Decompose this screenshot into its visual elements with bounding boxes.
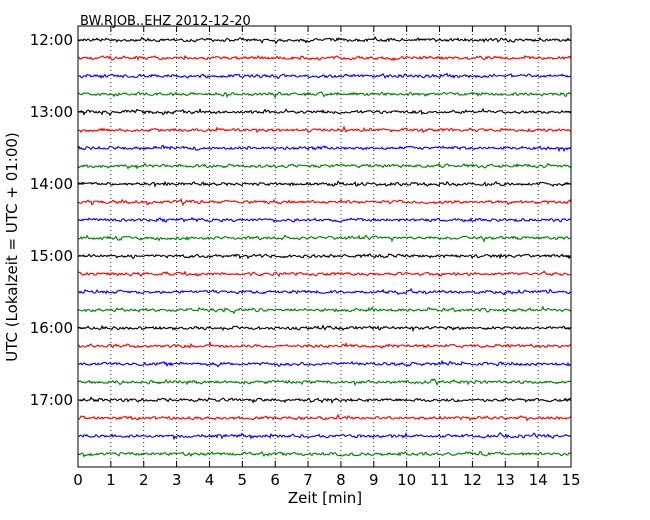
y-tick-label-1: 13:00 bbox=[30, 103, 73, 121]
x-tick-label-2: 2 bbox=[139, 471, 149, 489]
y-tick-label-3: 15:00 bbox=[30, 247, 73, 265]
y-tick-label-2: 14:00 bbox=[30, 175, 73, 193]
x-tick-label-14: 14 bbox=[529, 471, 548, 489]
x-tick-label-12: 12 bbox=[463, 471, 482, 489]
x-tick-label-15: 15 bbox=[561, 471, 580, 489]
x-tick-label-7: 7 bbox=[303, 471, 313, 489]
x-tick-label-5: 5 bbox=[238, 471, 248, 489]
trace-1215 bbox=[77, 54, 572, 62]
trace-1500 bbox=[77, 253, 572, 260]
chart-title: BW.RJOB..EHZ 2012-12-20 bbox=[80, 14, 251, 29]
trace-1600 bbox=[77, 324, 572, 333]
trace-1745 bbox=[77, 450, 572, 458]
trace-1400 bbox=[77, 180, 572, 188]
x-tick-label-9: 9 bbox=[369, 471, 379, 489]
x-axis-label: Zeit [min] bbox=[288, 489, 362, 507]
x-axis: 0 1 2 3 4 5 6 7 8 9 10 11 12 13 14 15 bbox=[73, 26, 581, 489]
trace-1730 bbox=[77, 431, 572, 441]
trace-1545 bbox=[77, 305, 572, 315]
trace-1700 bbox=[77, 396, 572, 405]
trace-1315 bbox=[77, 125, 572, 134]
x-tick-label-3: 3 bbox=[172, 471, 182, 489]
trace-1200 bbox=[77, 35, 572, 45]
trace-1330 bbox=[77, 144, 572, 153]
y-tick-label-4: 16:00 bbox=[30, 319, 73, 337]
x-tick-label-1: 1 bbox=[106, 471, 116, 489]
y-tick-label-5: 17:00 bbox=[30, 391, 73, 409]
trace-1430 bbox=[77, 216, 572, 223]
y-axis-label: UTC (Lokalzeit = UTC + 01:00) bbox=[3, 132, 21, 362]
trace-1715 bbox=[77, 413, 572, 422]
trace-1645 bbox=[77, 378, 572, 387]
x-tick-label-6: 6 bbox=[270, 471, 280, 489]
trace-1415 bbox=[77, 197, 572, 207]
trace-1630 bbox=[77, 359, 572, 368]
grid-lines bbox=[110, 26, 539, 467]
y-axis: 12:00 13:00 14:00 15:00 16:00 17:00 bbox=[30, 31, 571, 409]
trace-1230 bbox=[77, 72, 572, 80]
x-tick-label-11: 11 bbox=[430, 471, 449, 489]
plot-frame bbox=[77, 25, 572, 468]
x-tick-label-8: 8 bbox=[336, 471, 346, 489]
trace-1345 bbox=[77, 162, 572, 170]
trace-1245 bbox=[77, 91, 572, 99]
trace-1515 bbox=[77, 270, 572, 278]
x-tick-label-10: 10 bbox=[397, 471, 416, 489]
x-tick-label-0: 0 bbox=[73, 471, 83, 489]
trace-1615 bbox=[77, 341, 572, 350]
y-tick-label-0: 12:00 bbox=[30, 31, 73, 49]
seismic-traces bbox=[77, 35, 572, 458]
x-tick-label-13: 13 bbox=[496, 471, 515, 489]
trace-1300 bbox=[77, 107, 572, 117]
x-tick-label-4: 4 bbox=[205, 471, 215, 489]
trace-1445 bbox=[77, 234, 572, 243]
trace-1530 bbox=[77, 287, 572, 296]
